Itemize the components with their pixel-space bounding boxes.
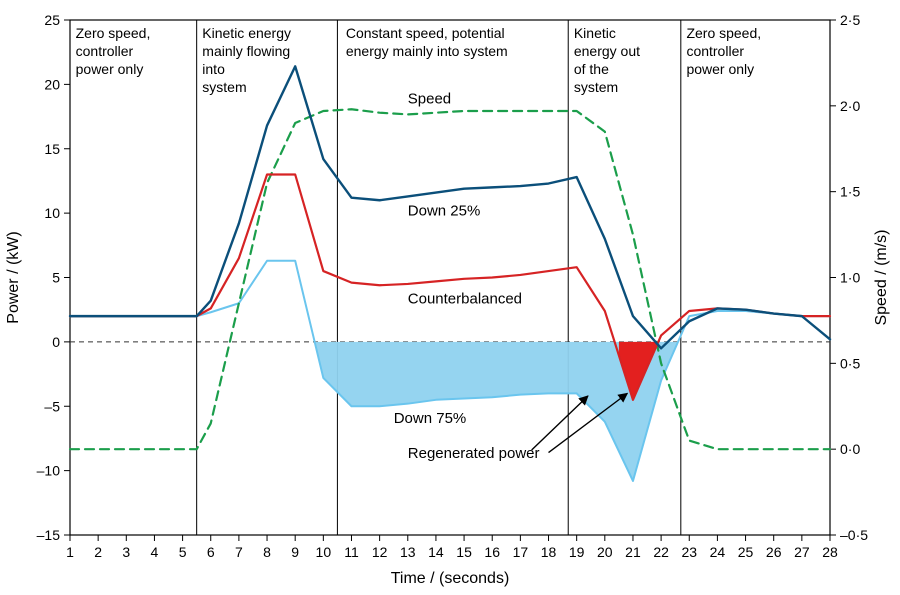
phase-label: Kinetic energy: [202, 25, 291, 41]
phase-label: Kinetic: [574, 25, 616, 41]
phase-label: energy out: [574, 43, 640, 59]
svg-text:1: 1: [66, 544, 74, 560]
svg-text:7: 7: [235, 544, 243, 560]
phase-label: Zero speed,: [76, 25, 151, 41]
svg-text:11: 11: [344, 544, 359, 560]
svg-text:2: 2: [94, 544, 102, 560]
inline-label: Counterbalanced: [408, 290, 522, 307]
svg-text:27: 27: [794, 544, 810, 560]
svg-text:15: 15: [456, 544, 472, 560]
phase-label: system: [574, 79, 618, 95]
svg-text:Power / (kW): Power / (kW): [5, 231, 22, 323]
svg-text:9: 9: [291, 544, 299, 560]
svg-text:1·0: 1·0: [840, 270, 860, 286]
phase-label: controller: [686, 43, 744, 59]
svg-text:8: 8: [263, 544, 271, 560]
svg-text:17: 17: [513, 544, 529, 560]
svg-text:23: 23: [681, 544, 697, 560]
svg-text:16: 16: [484, 544, 500, 560]
svg-text:1·5: 1·5: [840, 184, 860, 200]
phase-label: into: [202, 61, 225, 77]
svg-text:4: 4: [151, 544, 159, 560]
phase-label: system: [202, 79, 246, 95]
svg-text:–15: –15: [37, 527, 61, 543]
svg-text:6: 6: [207, 544, 215, 560]
svg-text:19: 19: [569, 544, 585, 560]
svg-text:0: 0: [52, 334, 60, 350]
phase-label: controller: [76, 43, 134, 59]
phase-label: Zero speed,: [686, 25, 761, 41]
svg-text:0·0: 0·0: [840, 441, 860, 457]
svg-text:20: 20: [597, 544, 613, 560]
svg-text:Time / (seconds): Time / (seconds): [391, 570, 510, 587]
svg-text:14: 14: [428, 544, 444, 560]
svg-text:25: 25: [44, 12, 60, 28]
svg-text:25: 25: [738, 544, 754, 560]
svg-text:2·5: 2·5: [840, 12, 860, 28]
svg-text:26: 26: [766, 544, 782, 560]
power-speed-chart: 1234567891011121314151617181920212223242…: [0, 0, 900, 595]
svg-text:2·0: 2·0: [840, 98, 860, 114]
svg-text:–10: –10: [37, 463, 61, 479]
inline-label: Regenerated power: [408, 445, 540, 462]
svg-text:12: 12: [372, 544, 388, 560]
inline-label: Down 25%: [408, 203, 481, 220]
svg-text:0·5: 0·5: [840, 355, 860, 371]
phase-label: Constant speed, potential: [346, 25, 505, 41]
svg-text:15: 15: [44, 141, 60, 157]
svg-text:13: 13: [400, 544, 416, 560]
svg-text:18: 18: [541, 544, 557, 560]
phase-label: energy mainly into system: [346, 43, 508, 59]
svg-text:28: 28: [822, 544, 838, 560]
svg-text:10: 10: [316, 544, 332, 560]
svg-text:5: 5: [179, 544, 187, 560]
svg-text:–5: –5: [44, 398, 60, 414]
svg-text:10: 10: [44, 205, 60, 221]
phase-label: power only: [76, 61, 144, 77]
phase-label: power only: [686, 61, 754, 77]
svg-text:21: 21: [625, 544, 641, 560]
svg-text:20: 20: [44, 76, 60, 92]
phase-label: of the: [574, 61, 609, 77]
phase-label: mainly flowing: [202, 43, 290, 59]
svg-text:–0·5: –0·5: [840, 527, 868, 543]
svg-text:Speed / (m/s): Speed / (m/s): [873, 229, 890, 325]
inline-label: Speed: [408, 91, 451, 108]
svg-text:5: 5: [52, 270, 60, 286]
svg-text:24: 24: [710, 544, 726, 560]
svg-text:3: 3: [122, 544, 130, 560]
svg-text:22: 22: [653, 544, 669, 560]
inline-label: Down 75%: [394, 410, 467, 427]
